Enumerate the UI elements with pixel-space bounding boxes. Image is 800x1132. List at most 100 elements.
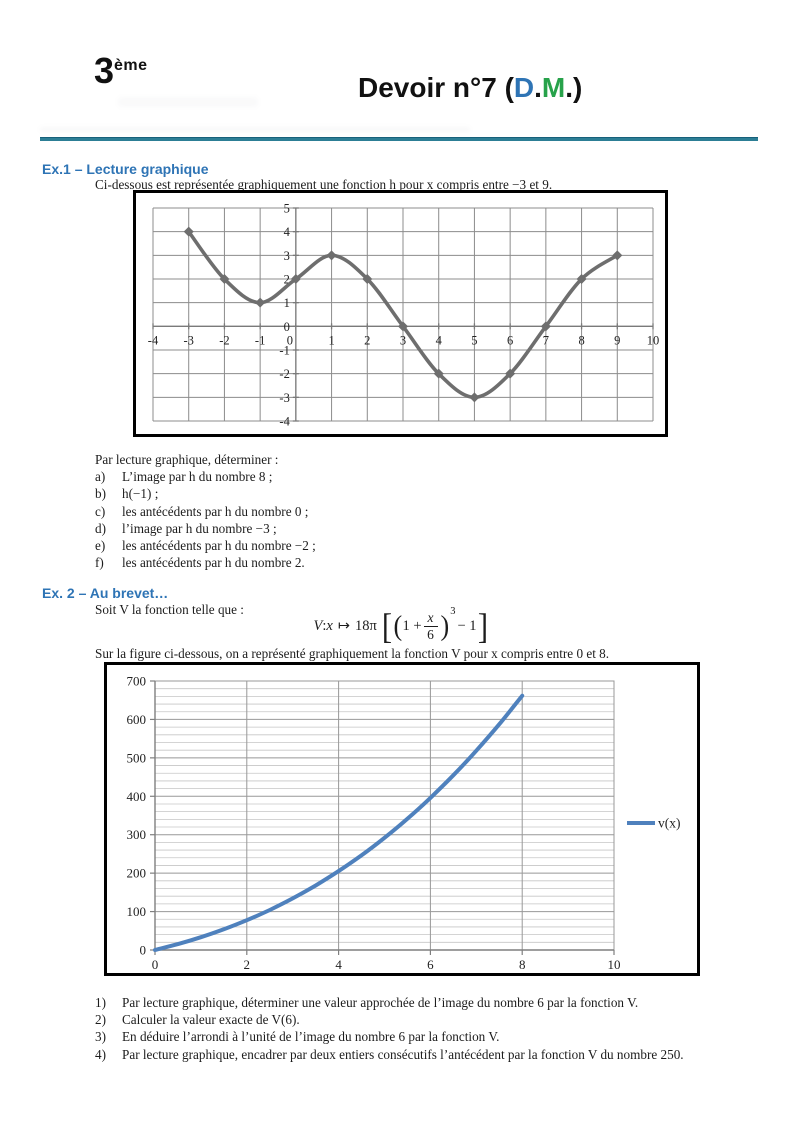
svg-text:2: 2 [364, 333, 370, 347]
svg-text:5: 5 [284, 202, 290, 216]
svg-text:-2: -2 [219, 333, 229, 347]
page-title: Devoir n°7 (D.M.) [358, 72, 582, 104]
ex1-figure: 5 4 3 2 1 0 -1 -2 -3 -4 -4 -3 -2 -1 0 1 2 3 4 5 6 7 8 9 10 [133, 190, 668, 437]
formula-variable: x [326, 617, 333, 634]
svg-text:-1: -1 [279, 344, 289, 358]
question-text: h(−1) ; [122, 486, 159, 502]
question-row: a) L’image par h du nombre 8 ; [95, 468, 316, 485]
formula-coefficient: 18π [354, 617, 377, 634]
question-text: les antécédents par h du nombre 0 ; [122, 503, 309, 519]
question-row: 3) En déduire l’arrondi à l’unité de l’im… [95, 1028, 684, 1045]
svg-text:10: 10 [608, 957, 621, 972]
question-row: d) l’image par h du nombre −3 ; [95, 520, 316, 537]
question-text: Par lecture graphique, encadrer par deux… [122, 1046, 684, 1062]
ex2-questions: 1) Par lecture graphique, déterminer une … [95, 994, 684, 1063]
question-text: Par lecture graphique, déterminer une va… [122, 995, 639, 1010]
svg-text:0: 0 [284, 320, 290, 334]
grade-number: 3 [94, 50, 115, 91]
svg-text:10: 10 [647, 333, 660, 347]
svg-text:8: 8 [578, 333, 584, 347]
question-text: En déduire l’arrondi à l’unité de l’imag… [122, 1029, 500, 1045]
svg-text:0: 0 [140, 943, 147, 958]
question-label: 3) [95, 1029, 106, 1045]
question-label: 1) [95, 995, 106, 1010]
ex2-caption: Sur la figure ci-dessous, on a représent… [95, 646, 610, 661]
question-label: f) [95, 555, 104, 571]
svg-text:6: 6 [427, 957, 434, 972]
exponent: 3 [450, 606, 456, 617]
grade-superscript: ème [114, 57, 148, 74]
title-dot: . [565, 72, 574, 103]
question-row: c) les antécédents par h du nombre 0 ; [95, 503, 316, 520]
question-text: L’image par h du nombre 8 ; [122, 469, 273, 485]
svg-text:6: 6 [507, 333, 513, 347]
title-prefix: Devoir n°7 ( [358, 72, 514, 103]
svg-text:3: 3 [284, 249, 290, 263]
title-letter-d: D [513, 72, 535, 103]
question-label: a) [95, 469, 106, 485]
svg-text:4: 4 [284, 225, 291, 239]
svg-text:0: 0 [287, 333, 293, 347]
svg-text:7: 7 [543, 333, 549, 347]
svg-text:4: 4 [436, 333, 443, 347]
svg-text:100: 100 [127, 904, 147, 919]
svg-text:-2: -2 [279, 367, 289, 381]
question-text: Calculer la valeur exacte de V(6). [122, 1012, 300, 1028]
svg-text:500: 500 [127, 750, 147, 765]
question-row: 1) Par lecture graphique, déterminer une … [95, 994, 684, 1011]
svg-text:1: 1 [284, 296, 290, 310]
svg-text:400: 400 [127, 789, 147, 804]
svg-text:2: 2 [244, 957, 251, 972]
maps-to-arrow: ↦ [337, 617, 350, 634]
question-row: f) les antécédents par h du nombre 2. [95, 554, 316, 571]
svg-text:9: 9 [614, 333, 620, 347]
svg-text:3: 3 [400, 333, 406, 347]
svg-text:2: 2 [284, 273, 290, 287]
svg-text:600: 600 [127, 712, 147, 727]
question-label: d) [95, 520, 106, 536]
question-text: l’image par h du nombre −3 ; [122, 520, 277, 536]
questions-intro: Par lecture graphique, déterminer : [95, 452, 279, 467]
title-letter-m: M [541, 72, 566, 103]
svg-text:4: 4 [335, 957, 342, 972]
ex2-chart-svg: 0 100 200 300 400 500 600 700 0 2 4 6 8 10 v(x) [127, 674, 681, 973]
question-row: 2) Calculer la valeur exacte de V(6). [95, 1011, 684, 1028]
svg-text:-4: -4 [279, 415, 290, 429]
header-rule [40, 137, 758, 141]
question-text: les antécédents par h du nombre 2. [122, 555, 305, 571]
question-label: 2) [95, 1012, 106, 1028]
ex2-heading: Ex. 2 – Au brevet… [42, 585, 169, 601]
svg-text:8: 8 [519, 957, 526, 972]
question-text: les antécédents par h du nombre −2 ; [122, 538, 316, 554]
svg-text:-4: -4 [148, 333, 159, 347]
question-label: e) [95, 538, 106, 554]
svg-text:300: 300 [127, 827, 147, 842]
question-label: 4) [95, 1046, 106, 1062]
ex1-heading: Ex.1 – Lecture graphique [42, 161, 209, 177]
svg-text:-1: -1 [255, 333, 265, 347]
svg-text:-3: -3 [279, 391, 289, 405]
svg-text:200: 200 [127, 866, 147, 881]
svg-text:1: 1 [328, 333, 334, 347]
title-close-paren: ) [573, 72, 583, 103]
question-row: e) les antécédents par h du nombre −2 ; [95, 537, 316, 554]
title-dot: . [534, 72, 542, 103]
faded-text-artifact [40, 127, 470, 132]
ex1-questions: Par lecture graphique, déterminer : a) L’… [95, 451, 316, 571]
grade-label: 3ème [94, 50, 148, 92]
question-row: b) h(−1) ; [95, 485, 316, 502]
svg-text:5: 5 [471, 333, 477, 347]
svg-text:0: 0 [152, 957, 159, 972]
question-row: 4) Par lecture graphique, encadrer par de… [95, 1046, 684, 1063]
formula-function-name: V [313, 617, 323, 634]
faded-text-artifact [118, 97, 258, 107]
question-label: c) [95, 503, 106, 519]
ex2-figure: 0 100 200 300 400 500 600 700 0 2 4 6 8 10 v(x) [104, 662, 700, 976]
svg-text:-3: -3 [184, 333, 194, 347]
question-label: b) [95, 486, 106, 502]
ex1-intro: Ci-dessous est représentée graphiquement… [95, 177, 553, 192]
